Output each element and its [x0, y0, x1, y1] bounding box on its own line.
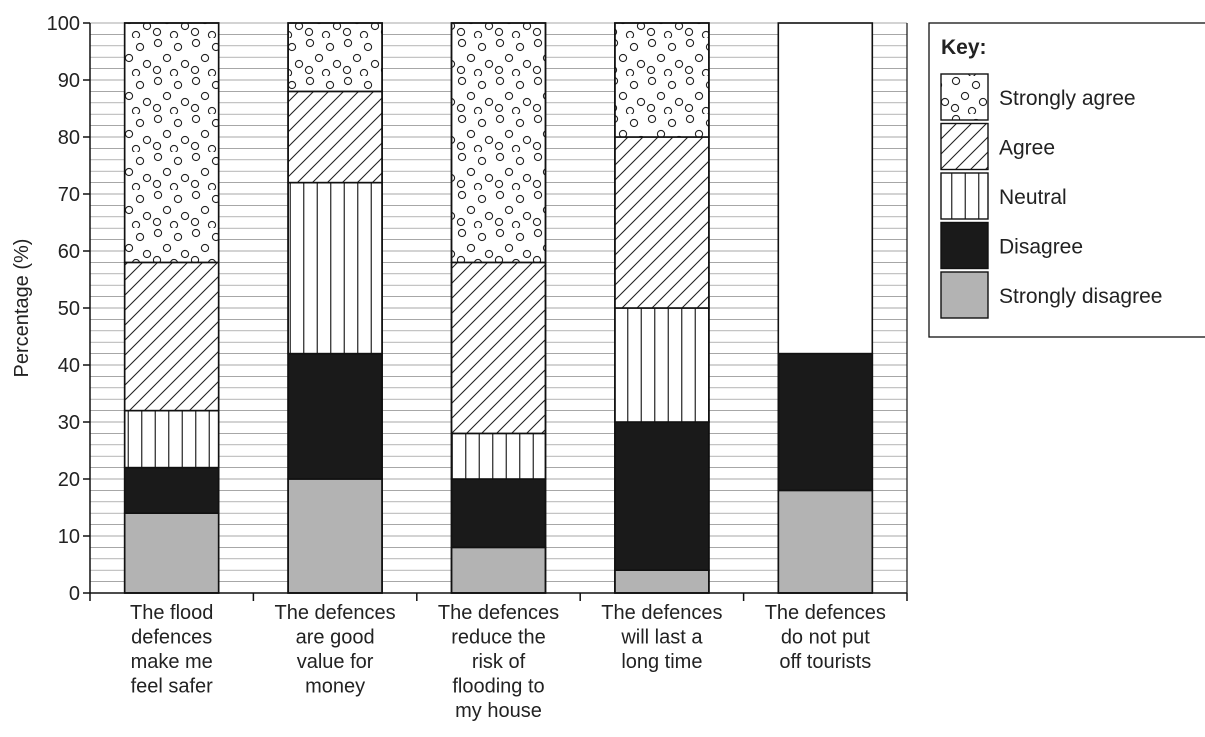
bar-segment-strongly-disagree — [125, 513, 219, 593]
y-tick-label: 60 — [58, 241, 80, 263]
y-tick-label: 70 — [58, 184, 80, 206]
bar-segment-strongly-disagree — [452, 547, 546, 593]
legend-swatch — [941, 124, 988, 170]
bar-segment-strongly-disagree — [778, 490, 872, 593]
bar-segment-agree — [288, 91, 382, 182]
legend-swatch — [941, 272, 988, 318]
bar-segment-disagree — [288, 354, 382, 479]
y-tick-label: 0 — [69, 583, 80, 605]
legend-label: Strongly disagree — [999, 285, 1162, 308]
category-label: The defences reduce the risk of flooding to… — [438, 602, 559, 722]
legend-swatch — [941, 74, 988, 120]
bar-stack — [778, 23, 872, 593]
category-labels: The flood defences make me feel safer The de… — [130, 602, 886, 722]
bar-stack — [615, 23, 709, 593]
bar-segment-strongly-agree — [615, 23, 709, 137]
y-tick-label: 50 — [58, 298, 80, 320]
bar-stack — [125, 23, 219, 593]
y-tick-label: 80 — [58, 127, 80, 149]
category-label: The defences are good value for money — [274, 602, 395, 698]
category-label: The defences will last a long time — [601, 602, 722, 673]
bar-segment-strongly-agree — [125, 23, 219, 262]
y-tick-label: 90 — [58, 70, 80, 92]
bar-segment-agree — [125, 262, 219, 410]
legend-label: Agree — [999, 137, 1055, 160]
legend-swatch — [941, 223, 988, 269]
legend-label: Disagree — [999, 236, 1083, 259]
bar-segment-strongly-disagree — [288, 479, 382, 593]
bar-segment-neutral — [452, 433, 546, 479]
bar-segment-agree — [452, 262, 546, 433]
bar-stack — [288, 23, 382, 593]
legend-title: Key: — [941, 36, 987, 59]
bar-segment-disagree — [778, 354, 872, 491]
y-tick-label: 20 — [58, 469, 80, 491]
bar-segment-strongly-agree — [288, 23, 382, 91]
legend-swatch — [941, 173, 988, 219]
y-axis-label: Percentage (%) — [11, 239, 33, 378]
legend: Key: Strongly agree Agree Neutral Disagree St… — [929, 23, 1205, 337]
category-label: The flood defences make me feel safer — [130, 602, 213, 698]
y-tick-label: 40 — [58, 355, 80, 377]
bar-segment-neutral — [125, 411, 219, 468]
bar-segment-disagree — [615, 422, 709, 570]
bar-stack — [452, 23, 546, 593]
bar-segment-agree — [615, 137, 709, 308]
bar-segment-neutral — [615, 308, 709, 422]
legend-label: Strongly agree — [999, 87, 1136, 110]
bar-segment-disagree — [125, 468, 219, 514]
y-tick-label: 10 — [58, 526, 80, 548]
y-tick-label: 100 — [47, 13, 80, 35]
bar-segment-strongly-disagree — [615, 570, 709, 593]
bar-segment-neutral — [288, 183, 382, 354]
y-tick-label: 30 — [58, 412, 80, 434]
bar-segment-strongly-agree — [452, 23, 546, 262]
category-label: The defences do not put off tourists — [765, 602, 886, 673]
bar-segment-disagree — [452, 479, 546, 547]
legend-label: Neutral — [999, 186, 1067, 209]
